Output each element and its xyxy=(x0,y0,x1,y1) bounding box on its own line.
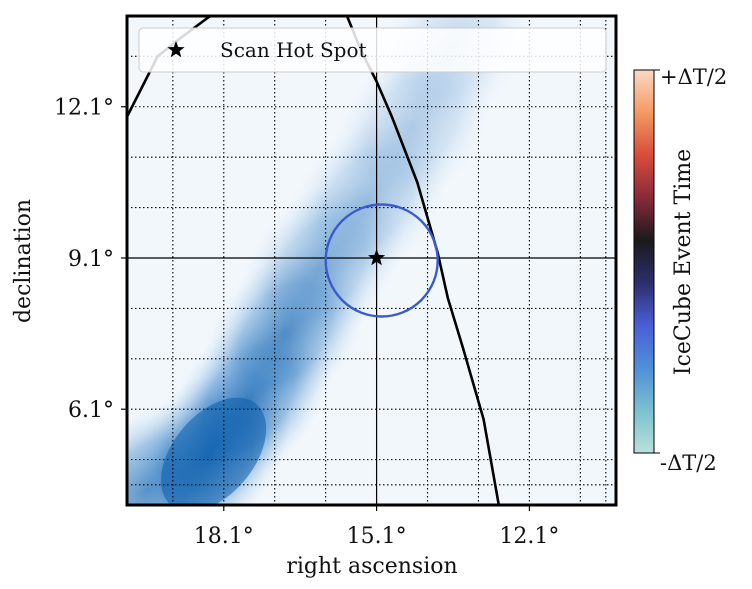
x-tick-label: 18.1° xyxy=(194,524,254,549)
legend: Scan Hot Spot xyxy=(138,27,607,73)
density-peak xyxy=(160,397,267,505)
hot-spot-star-icon xyxy=(368,248,386,266)
colorbar-bottom-label: -ΔT/2 xyxy=(660,451,717,475)
colorbar: +ΔT/2 -ΔT/2 IceCube Event Time xyxy=(633,65,727,475)
error-circle xyxy=(324,203,439,318)
colorbar-gradient xyxy=(633,69,655,454)
x-axis-ticks: 18.1° 15.1° 12.1° xyxy=(194,505,559,549)
colorbar-title: IceCube Event Time xyxy=(671,149,696,375)
y-tick-label: 9.1° xyxy=(68,247,114,272)
plot-area xyxy=(127,16,616,505)
y-axis-label: declination xyxy=(11,199,36,323)
x-axis-label: right ascension xyxy=(286,554,457,579)
legend-box xyxy=(138,27,607,73)
x-tick-label: 15.1° xyxy=(347,524,407,549)
y-tick-label: 12.1° xyxy=(54,96,114,121)
x-tick-label: 12.1° xyxy=(499,524,559,549)
legend-entry-label: Scan Hot Spot xyxy=(220,38,367,62)
gridlines xyxy=(127,16,616,505)
y-tick-label: 6.1° xyxy=(68,398,114,423)
legend-star-icon xyxy=(167,41,185,58)
colorbar-top-label: +ΔT/2 xyxy=(660,65,727,89)
y-axis-ticks: 12.1° 9.1° 6.1° xyxy=(54,96,127,423)
plot-frame xyxy=(125,14,618,507)
